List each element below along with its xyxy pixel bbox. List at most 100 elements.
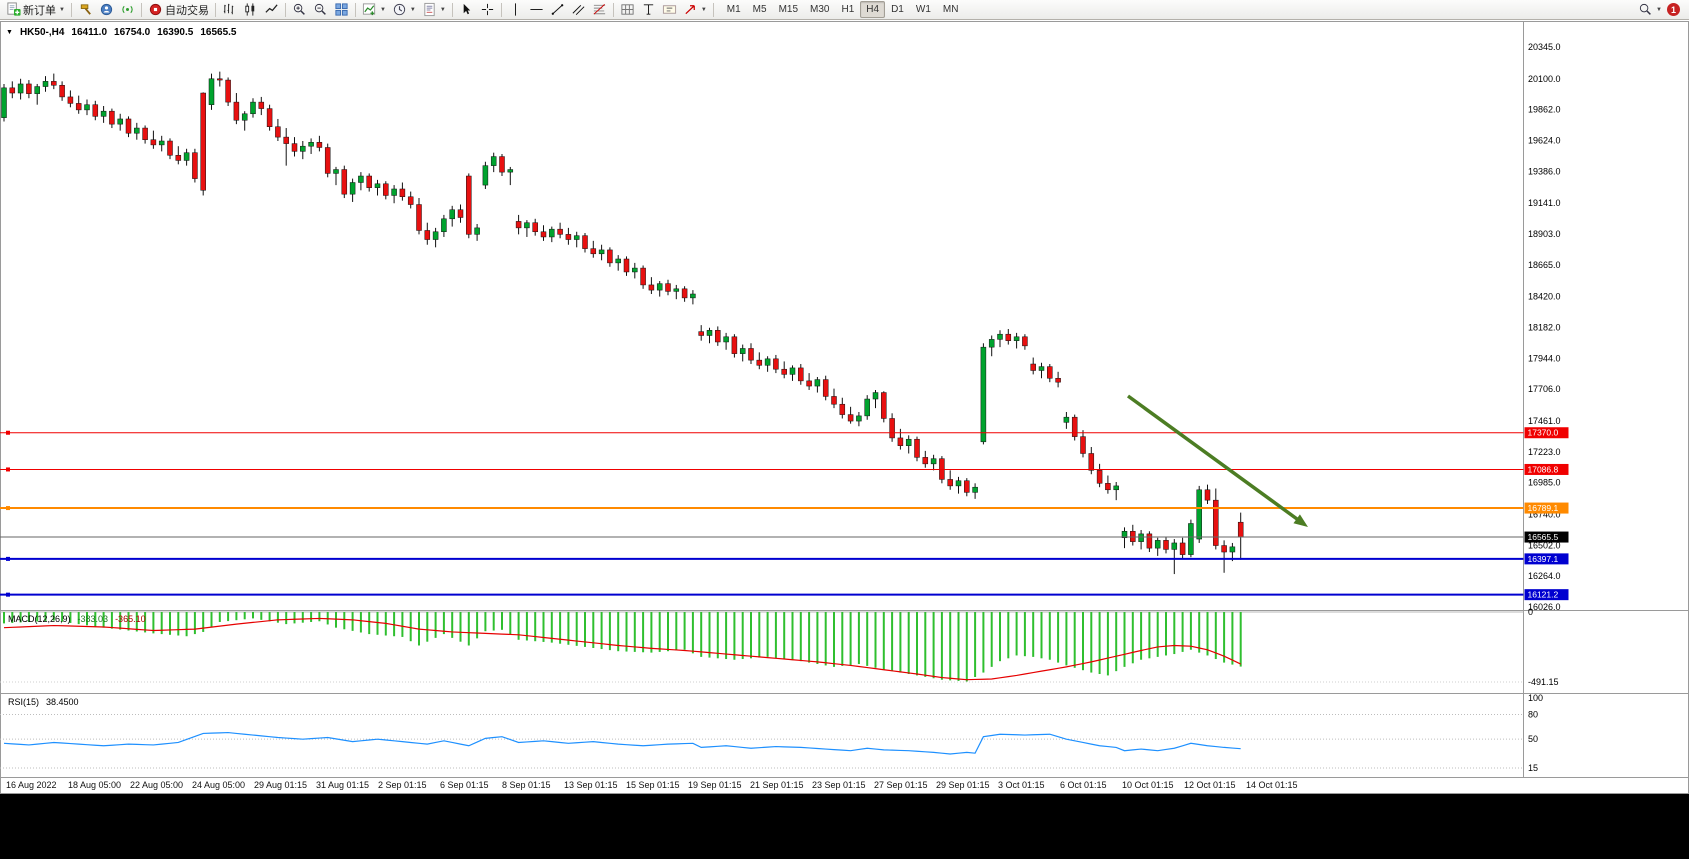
candle (1047, 364, 1053, 383)
line-chart-icon (265, 4, 278, 13)
search-button[interactable]: ▼ (1635, 1, 1665, 19)
price-tag-label: 16121.2 (1528, 590, 1559, 600)
candle (1013, 332, 1020, 349)
time-tick-label: 15 Sep 01:15 (626, 780, 680, 790)
candle (59, 81, 65, 101)
candle (1138, 529, 1144, 550)
timeframe-MN[interactable]: MN (942, 4, 959, 15)
timeframe-D1[interactable]: D1 (891, 4, 904, 15)
channel-icon (572, 4, 585, 15)
candle (34, 83, 40, 105)
toolbar-separator (500, 2, 502, 17)
candle (748, 343, 754, 365)
line-handle[interactable] (6, 430, 10, 435)
candle (673, 284, 680, 300)
indicators-button[interactable]: ▼ (359, 1, 389, 19)
profile-button[interactable] (96, 1, 117, 19)
candle (831, 388, 837, 409)
channel-tool[interactable] (568, 1, 589, 19)
line-handle[interactable] (6, 556, 10, 561)
templates-button[interactable]: ▼ (419, 1, 449, 19)
bar-chart-button[interactable] (219, 1, 240, 19)
candle (366, 173, 372, 192)
shapes-tool[interactable] (617, 1, 638, 19)
candle (109, 108, 115, 129)
time-tick-label: 19 Sep 01:15 (688, 780, 742, 790)
candle (142, 125, 148, 144)
cursor-button[interactable] (456, 1, 477, 19)
candle (615, 255, 621, 271)
candle (333, 166, 339, 186)
zoom-out-button[interactable] (310, 1, 331, 19)
arrow-shapes-icon (685, 5, 695, 15)
candle (266, 104, 273, 131)
timeframe-H4[interactable]: H4 (860, 1, 886, 18)
symbol-period-label: HK50-,H4 (19, 27, 65, 38)
time-tick-label: 13 Sep 01:15 (564, 780, 618, 790)
candle (806, 373, 812, 390)
new-order-button[interactable]: 新订单 ▼ (3, 1, 68, 19)
line-chart-button[interactable] (261, 1, 282, 19)
timeframe-M1[interactable]: M1 (726, 4, 741, 15)
candlestick-chart-button[interactable] (240, 1, 261, 19)
vertical-line-tool[interactable] (505, 1, 526, 19)
candle (424, 222, 431, 245)
arrows-tool[interactable]: ▼ (680, 1, 710, 19)
broadcast-button[interactable] (117, 1, 138, 19)
crosshair-button[interactable] (477, 1, 498, 19)
label-tool[interactable] (659, 1, 680, 19)
fibonacci-tool[interactable] (589, 1, 610, 19)
horizontal-line-tool[interactable] (526, 1, 547, 19)
price-tag (1524, 502, 1569, 514)
timeframe-M15[interactable]: M15 (778, 4, 799, 15)
timeframe-M5[interactable]: M5 (752, 4, 767, 15)
toolbar-separator (354, 2, 356, 17)
macd-label: MACD(12,26,9) -383.03 -365.10 (8, 614, 146, 624)
caret-down-icon: ▼ (409, 6, 416, 13)
candle (781, 361, 787, 379)
candle (67, 90, 74, 108)
text-tool[interactable] (638, 1, 659, 19)
line-handle[interactable] (6, 506, 10, 511)
time-tick-label: 6 Sep 01:15 (440, 780, 489, 790)
candle (291, 137, 298, 157)
candle (499, 153, 505, 177)
timeframe-H1[interactable]: H1 (841, 4, 855, 15)
timeframe-M30[interactable]: M30 (810, 4, 830, 15)
candle (1221, 540, 1227, 573)
candle (1171, 539, 1178, 575)
timeframe-W1[interactable]: W1 (915, 4, 931, 15)
chart-title: ▼ HK50-,H4 16411.0 16754.0 16390.5 16565… (6, 27, 236, 38)
candle (532, 218, 538, 236)
collapse-icon[interactable]: ▼ (6, 29, 13, 36)
trend-arrow[interactable] (1126, 394, 1301, 523)
candle (507, 166, 514, 186)
candle (175, 146, 182, 165)
candle (1105, 475, 1111, 494)
price-tick-label: 17706.0 (1528, 384, 1561, 394)
price-tag (1524, 589, 1569, 601)
time-tick-label: 31 Aug 01:15 (316, 780, 369, 790)
zoom-in-button[interactable] (289, 1, 310, 19)
candle (466, 173, 472, 239)
notification-badge[interactable]: 1 (1667, 3, 1680, 16)
time-tick-label: 21 Sep 01:15 (750, 780, 804, 790)
line-handle[interactable] (6, 592, 10, 597)
vertical-line-icon (514, 3, 516, 16)
candle (1071, 414, 1078, 441)
macd-panel: MACD(12,26,9) -383.03 -365.10 0 -491.15 (0, 607, 1559, 687)
caret-down-icon: ▼ (59, 6, 65, 13)
candlestick-chart-icon (245, 3, 255, 16)
periods-button[interactable]: ▼ (389, 1, 419, 19)
trendline-tool[interactable] (547, 1, 568, 19)
candle (947, 470, 953, 490)
trend-arrow-head[interactable] (1293, 514, 1308, 527)
candle (1154, 537, 1161, 556)
candle (1, 83, 7, 122)
tile-windows-button[interactable] (331, 1, 352, 19)
price-tick-label: 16740.0 (1528, 509, 1561, 519)
autotrade-button[interactable]: 自动交易 (145, 1, 212, 19)
line-handle[interactable] (6, 467, 10, 472)
candle (598, 244, 605, 261)
strategy-tester-button[interactable] (75, 1, 96, 19)
